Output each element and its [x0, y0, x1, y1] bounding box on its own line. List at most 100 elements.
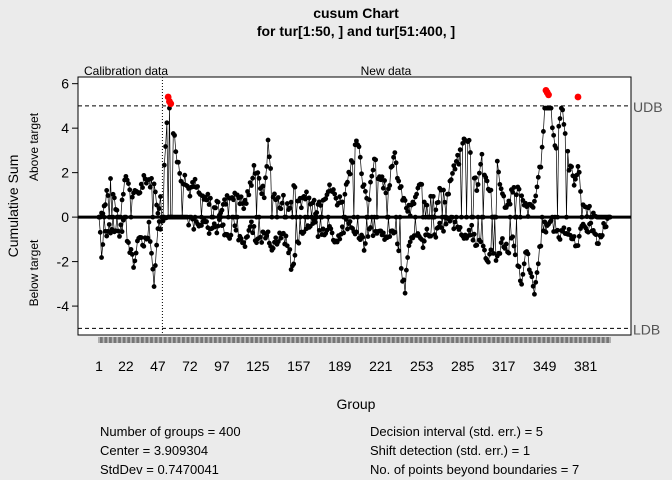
upper-point: [246, 192, 252, 198]
upper-point: [579, 214, 585, 220]
violation-point: [167, 100, 175, 108]
lower-point: [247, 224, 253, 230]
lower-point: [339, 224, 345, 230]
upper-point: [548, 105, 554, 111]
lower-point: [324, 227, 330, 233]
stats-right: Decision interval (std. err.) = 5 Shift …: [370, 422, 579, 479]
y-tick-label: 0: [61, 209, 69, 225]
upper-point: [327, 182, 332, 188]
lower-point: [529, 274, 535, 280]
lower-point: [430, 214, 436, 220]
lower-point: [468, 232, 473, 238]
lower-point: [108, 230, 113, 236]
upper-point: [151, 181, 157, 187]
upper-point: [556, 123, 562, 129]
lower-point: [506, 250, 512, 256]
upper-point: [155, 210, 161, 216]
upper-point: [411, 201, 417, 207]
lower-point: [437, 220, 443, 226]
lower-point: [128, 247, 134, 252]
chart-title: cusum Chart: [313, 5, 399, 21]
lower-point: [475, 214, 481, 220]
lower-point: [364, 214, 370, 220]
lower-point: [141, 243, 147, 249]
lower-point: [470, 237, 476, 243]
upper-point: [152, 189, 158, 195]
upper-point: [373, 157, 379, 163]
upper-point: [391, 154, 396, 160]
upper-point: [163, 144, 168, 149]
upper-point: [204, 197, 209, 203]
upper-point: [450, 171, 455, 176]
new-data-label: New data: [361, 64, 412, 78]
lower-point: [117, 233, 122, 239]
lower-point: [441, 228, 446, 234]
stat-shift-detection: Shift detection (std. err.) = 1: [370, 443, 531, 458]
lower-point: [447, 218, 453, 224]
x-tick-label: 1: [95, 358, 103, 374]
lower-point: [471, 231, 477, 237]
upper-point: [541, 129, 546, 134]
lower-point: [97, 229, 103, 235]
upper-point: [488, 187, 494, 193]
upper-point: [368, 179, 373, 185]
lower-point: [511, 243, 517, 249]
upper-point: [256, 175, 262, 181]
lower-point: [218, 214, 224, 220]
lower-point: [371, 214, 377, 220]
upper-point: [519, 193, 525, 199]
upper-point: [359, 171, 364, 177]
upper-point: [333, 195, 339, 201]
lower-point: [101, 214, 107, 220]
lower-point: [318, 214, 323, 220]
lower-point: [329, 230, 335, 236]
lower-point: [278, 235, 284, 241]
upper-point: [459, 214, 464, 220]
lower-point: [145, 235, 151, 241]
lower-point: [158, 226, 163, 232]
lower-point: [242, 244, 248, 250]
lower-point: [123, 214, 129, 220]
upper-point: [161, 162, 167, 168]
upper-point: [448, 177, 454, 183]
lower-point: [542, 219, 548, 225]
upper-point: [560, 107, 566, 113]
upper-point: [274, 214, 280, 220]
lower-point: [361, 248, 367, 253]
stat-beyond-boundaries: No. of points beyond boundaries = 7: [370, 462, 580, 477]
upper-point: [210, 214, 216, 220]
x-tick-label: 349: [533, 358, 557, 374]
lower-point: [118, 222, 124, 228]
lower-point: [491, 250, 496, 256]
upper-point: [215, 199, 221, 205]
y-tick-label: -4: [57, 298, 70, 314]
lower-point: [466, 227, 472, 233]
upper-point: [298, 205, 304, 211]
lower-point: [114, 214, 120, 220]
lower-point: [487, 251, 493, 257]
upper-point: [562, 131, 568, 136]
upper-point: [225, 214, 231, 220]
upper-point: [576, 169, 582, 175]
upper-point: [172, 132, 177, 138]
upper-point: [250, 175, 256, 181]
lower-point: [100, 242, 106, 247]
lower-point: [571, 234, 577, 239]
upper-point: [474, 188, 480, 194]
upper-point: [306, 195, 312, 201]
lower-point: [552, 214, 558, 220]
upper-point: [278, 206, 284, 212]
upper-point: [498, 186, 504, 192]
upper-point: [111, 195, 117, 201]
upper-point: [571, 182, 577, 188]
lower-point: [354, 229, 359, 235]
upper-point: [473, 175, 478, 181]
lower-point: [396, 248, 402, 254]
lower-point: [191, 226, 197, 232]
lower-point: [500, 236, 505, 241]
upper-point: [206, 202, 212, 207]
upper-point: [289, 214, 295, 220]
upper-point: [570, 173, 576, 179]
upper-point: [284, 201, 290, 206]
lower-point: [393, 214, 399, 220]
